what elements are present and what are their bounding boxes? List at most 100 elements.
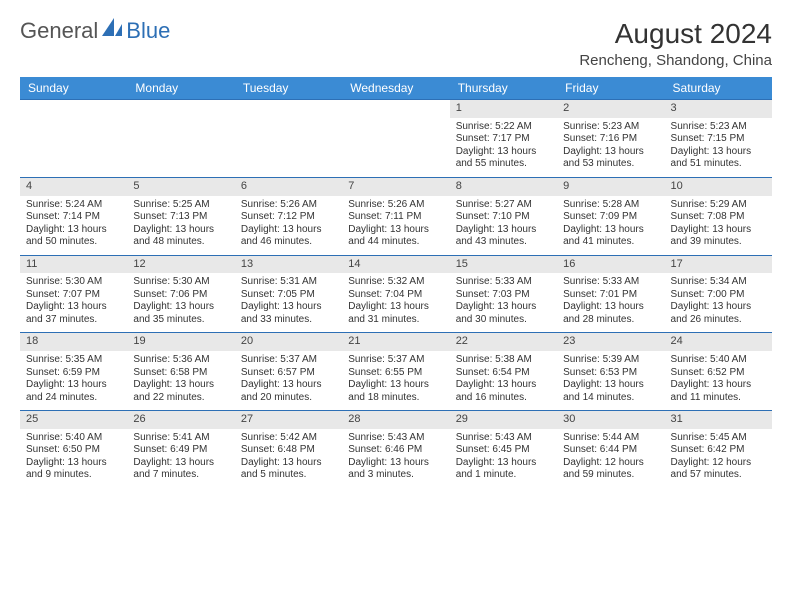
day-number: 16	[557, 256, 664, 274]
day-number: 14	[342, 256, 449, 274]
title-block: August 2024 Rencheng, Shandong, China	[579, 18, 772, 69]
calendar-week-row: ....1Sunrise: 5:22 AMSunset: 7:17 PMDayl…	[20, 100, 772, 178]
day-number: 1	[450, 100, 557, 118]
weekday-header: Wednesday	[342, 77, 449, 100]
day-number: 10	[665, 178, 772, 196]
day-content: Sunrise: 5:43 AMSunset: 6:46 PMDaylight:…	[342, 429, 449, 488]
day-number: 22	[450, 333, 557, 351]
day-content: Sunrise: 5:32 AMSunset: 7:04 PMDaylight:…	[342, 273, 449, 332]
day-number: 7	[342, 178, 449, 196]
day-number: 31	[665, 411, 772, 429]
day-number: 29	[450, 411, 557, 429]
day-content: Sunrise: 5:38 AMSunset: 6:54 PMDaylight:…	[450, 351, 557, 410]
calendar-day-cell: 5Sunrise: 5:25 AMSunset: 7:13 PMDaylight…	[127, 177, 234, 255]
calendar-day-cell: 31Sunrise: 5:45 AMSunset: 6:42 PMDayligh…	[665, 411, 772, 488]
calendar-day-cell: 22Sunrise: 5:38 AMSunset: 6:54 PMDayligh…	[450, 333, 557, 411]
calendar-day-cell: 23Sunrise: 5:39 AMSunset: 6:53 PMDayligh…	[557, 333, 664, 411]
day-content: Sunrise: 5:33 AMSunset: 7:03 PMDaylight:…	[450, 273, 557, 332]
day-number: 6	[235, 178, 342, 196]
day-content: Sunrise: 5:25 AMSunset: 7:13 PMDaylight:…	[127, 196, 234, 255]
calendar-day-cell: 3Sunrise: 5:23 AMSunset: 7:15 PMDaylight…	[665, 100, 772, 178]
sail-icon	[102, 18, 124, 44]
day-content: Sunrise: 5:39 AMSunset: 6:53 PMDaylight:…	[557, 351, 664, 410]
day-number: 21	[342, 333, 449, 351]
calendar-week-row: 4Sunrise: 5:24 AMSunset: 7:14 PMDaylight…	[20, 177, 772, 255]
calendar-week-row: 25Sunrise: 5:40 AMSunset: 6:50 PMDayligh…	[20, 411, 772, 488]
weekday-header: Tuesday	[235, 77, 342, 100]
weekday-header: Thursday	[450, 77, 557, 100]
calendar-day-cell: 18Sunrise: 5:35 AMSunset: 6:59 PMDayligh…	[20, 333, 127, 411]
calendar-table: SundayMondayTuesdayWednesdayThursdayFrid…	[20, 77, 772, 488]
day-number: 15	[450, 256, 557, 274]
day-content: Sunrise: 5:33 AMSunset: 7:01 PMDaylight:…	[557, 273, 664, 332]
calendar-day-cell: 14Sunrise: 5:32 AMSunset: 7:04 PMDayligh…	[342, 255, 449, 333]
location-text: Rencheng, Shandong, China	[579, 52, 772, 69]
weekday-header: Monday	[127, 77, 234, 100]
day-number: 13	[235, 256, 342, 274]
calendar-day-cell: .	[342, 100, 449, 178]
day-content: Sunrise: 5:31 AMSunset: 7:05 PMDaylight:…	[235, 273, 342, 332]
day-content: Sunrise: 5:30 AMSunset: 7:06 PMDaylight:…	[127, 273, 234, 332]
day-content: Sunrise: 5:35 AMSunset: 6:59 PMDaylight:…	[20, 351, 127, 410]
calendar-day-cell: .	[235, 100, 342, 178]
day-content: Sunrise: 5:44 AMSunset: 6:44 PMDaylight:…	[557, 429, 664, 488]
day-number: 8	[450, 178, 557, 196]
calendar-day-cell: 11Sunrise: 5:30 AMSunset: 7:07 PMDayligh…	[20, 255, 127, 333]
month-title: August 2024	[579, 18, 772, 50]
calendar-day-cell: .	[127, 100, 234, 178]
weekday-header: Sunday	[20, 77, 127, 100]
day-number: 2	[557, 100, 664, 118]
day-content: Sunrise: 5:40 AMSunset: 6:52 PMDaylight:…	[665, 351, 772, 410]
day-content: Sunrise: 5:26 AMSunset: 7:12 PMDaylight:…	[235, 196, 342, 255]
day-content: Sunrise: 5:43 AMSunset: 6:45 PMDaylight:…	[450, 429, 557, 488]
header: General Blue August 2024 Rencheng, Shand…	[20, 18, 772, 69]
day-content: Sunrise: 5:37 AMSunset: 6:57 PMDaylight:…	[235, 351, 342, 410]
day-content: Sunrise: 5:29 AMSunset: 7:08 PMDaylight:…	[665, 196, 772, 255]
day-content: Sunrise: 5:34 AMSunset: 7:00 PMDaylight:…	[665, 273, 772, 332]
day-content: Sunrise: 5:24 AMSunset: 7:14 PMDaylight:…	[20, 196, 127, 255]
day-content: Sunrise: 5:42 AMSunset: 6:48 PMDaylight:…	[235, 429, 342, 488]
day-content: Sunrise: 5:37 AMSunset: 6:55 PMDaylight:…	[342, 351, 449, 410]
day-content: Sunrise: 5:22 AMSunset: 7:17 PMDaylight:…	[450, 118, 557, 177]
calendar-body: ....1Sunrise: 5:22 AMSunset: 7:17 PMDayl…	[20, 100, 772, 488]
brand-text-general: General	[20, 18, 98, 44]
calendar-day-cell: .	[20, 100, 127, 178]
calendar-day-cell: 6Sunrise: 5:26 AMSunset: 7:12 PMDaylight…	[235, 177, 342, 255]
calendar-day-cell: 19Sunrise: 5:36 AMSunset: 6:58 PMDayligh…	[127, 333, 234, 411]
calendar-day-cell: 13Sunrise: 5:31 AMSunset: 7:05 PMDayligh…	[235, 255, 342, 333]
day-number: 26	[127, 411, 234, 429]
day-content: Sunrise: 5:41 AMSunset: 6:49 PMDaylight:…	[127, 429, 234, 488]
calendar-day-cell: 9Sunrise: 5:28 AMSunset: 7:09 PMDaylight…	[557, 177, 664, 255]
day-number: 28	[342, 411, 449, 429]
day-number: 3	[665, 100, 772, 118]
calendar-day-cell: 12Sunrise: 5:30 AMSunset: 7:06 PMDayligh…	[127, 255, 234, 333]
calendar-day-cell: 15Sunrise: 5:33 AMSunset: 7:03 PMDayligh…	[450, 255, 557, 333]
day-number: 19	[127, 333, 234, 351]
calendar-day-cell: 10Sunrise: 5:29 AMSunset: 7:08 PMDayligh…	[665, 177, 772, 255]
calendar-day-cell: 24Sunrise: 5:40 AMSunset: 6:52 PMDayligh…	[665, 333, 772, 411]
calendar-day-cell: 16Sunrise: 5:33 AMSunset: 7:01 PMDayligh…	[557, 255, 664, 333]
calendar-week-row: 11Sunrise: 5:30 AMSunset: 7:07 PMDayligh…	[20, 255, 772, 333]
day-content: Sunrise: 5:45 AMSunset: 6:42 PMDaylight:…	[665, 429, 772, 488]
calendar-day-cell: 8Sunrise: 5:27 AMSunset: 7:10 PMDaylight…	[450, 177, 557, 255]
day-number: 17	[665, 256, 772, 274]
calendar-day-cell: 4Sunrise: 5:24 AMSunset: 7:14 PMDaylight…	[20, 177, 127, 255]
calendar-day-cell: 1Sunrise: 5:22 AMSunset: 7:17 PMDaylight…	[450, 100, 557, 178]
calendar-day-cell: 30Sunrise: 5:44 AMSunset: 6:44 PMDayligh…	[557, 411, 664, 488]
day-number: 4	[20, 178, 127, 196]
calendar-day-cell: 26Sunrise: 5:41 AMSunset: 6:49 PMDayligh…	[127, 411, 234, 488]
calendar-day-cell: 17Sunrise: 5:34 AMSunset: 7:00 PMDayligh…	[665, 255, 772, 333]
weekday-header: Saturday	[665, 77, 772, 100]
calendar-day-cell: 21Sunrise: 5:37 AMSunset: 6:55 PMDayligh…	[342, 333, 449, 411]
calendar-day-cell: 7Sunrise: 5:26 AMSunset: 7:11 PMDaylight…	[342, 177, 449, 255]
day-content: Sunrise: 5:23 AMSunset: 7:16 PMDaylight:…	[557, 118, 664, 177]
weekday-header: Friday	[557, 77, 664, 100]
calendar-day-cell: 20Sunrise: 5:37 AMSunset: 6:57 PMDayligh…	[235, 333, 342, 411]
calendar-day-cell: 25Sunrise: 5:40 AMSunset: 6:50 PMDayligh…	[20, 411, 127, 488]
day-content: Sunrise: 5:27 AMSunset: 7:10 PMDaylight:…	[450, 196, 557, 255]
day-number: 27	[235, 411, 342, 429]
day-number: 20	[235, 333, 342, 351]
day-number: 18	[20, 333, 127, 351]
day-content: Sunrise: 5:36 AMSunset: 6:58 PMDaylight:…	[127, 351, 234, 410]
brand-logo: General Blue	[20, 18, 170, 44]
